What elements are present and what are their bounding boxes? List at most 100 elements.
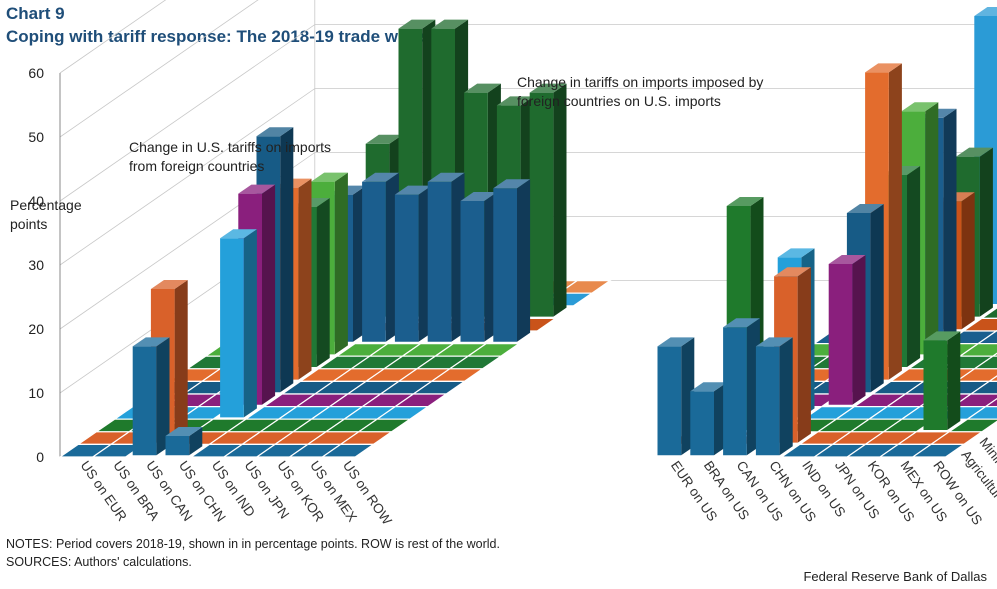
bar-top [427,172,465,182]
bar-top [865,63,902,73]
bar-front [460,201,485,342]
annotation-foreign-tariffs: Change in tariffs on imports imposed by … [517,73,763,111]
bar-front [220,238,244,418]
y-tick-label: 30 [28,257,44,273]
annotation-us-line-1: Change in U.S. tariffs on imports [129,139,332,155]
bar-mex-on-us-food [923,331,961,430]
bar-top [132,337,170,347]
bar-top [777,248,815,258]
bar-side [156,337,170,456]
bar-us-on-can-agriculture [132,337,170,456]
y-tick-label: 0 [36,449,44,465]
bar-side [189,427,203,456]
bar-side [517,179,531,342]
bar-ind-on-us-computers-and-electronics [979,307,997,319]
y-tick-label: 50 [28,129,44,145]
annotation-us-line-2: from foreign countries [129,158,265,174]
bar-us-on-row-agriculture [320,443,376,458]
y-tick-label: 60 [28,65,44,81]
floor-tile [990,352,997,357]
bar-side [888,63,902,380]
bar-chn-on-us-wood [828,255,866,405]
bar-side [298,178,312,380]
bar-side [553,83,567,317]
bar-us-on-row-metals [493,179,531,342]
y-axis-label: Percentage points [10,196,82,234]
bar-top [431,19,469,29]
floor-tile [910,443,966,458]
bar-top [165,427,203,436]
sources: SOURCES: Authors' calculations. [6,555,192,569]
bar-side [797,267,811,443]
bar-top [755,337,793,347]
bar-top [496,96,534,106]
bar-side [979,147,993,317]
bar-top [150,280,188,289]
bar-top [774,267,811,277]
bar-top [690,382,728,392]
y-tick-label: 40 [28,193,44,209]
bar-front [493,188,517,342]
bar-top [846,204,884,213]
bar-top [365,134,403,144]
bar-top [956,147,993,157]
bar-top [726,197,764,206]
bar-top [723,318,760,328]
bar-top [256,127,294,137]
bar-us-on-kor-metals [427,172,465,342]
bar-can-on-us-agriculture [723,318,760,456]
bar-jpn-on-us-metals [976,330,997,345]
annotation-foreign-line-1: Change in tariffs on imports imposed by [517,74,764,90]
gridline [59,0,259,138]
bar-top [493,179,531,189]
bar-us-on-jpn-metals [394,185,432,342]
annotation-foreign-line-2: foreign countries on U.S. imports [517,93,721,109]
chart-number: Chart 9 [6,4,65,23]
bar-front [529,92,554,317]
bar-front [657,346,682,456]
bar-front [828,264,853,405]
bar-side [943,108,957,342]
bar-row-on-us-wood [983,397,997,408]
bar-top [398,19,436,29]
bar-top [394,185,432,195]
chart-title: Coping with tariff response: The 2018-19… [6,27,435,46]
y-axis-label-line-2: points [10,216,48,232]
bar-side [925,102,939,355]
bar-side [280,127,294,393]
bar-top [828,255,866,264]
notes: NOTES: Period covers 2018-19, shown in i… [6,537,500,551]
bar-top [238,184,276,194]
bars [58,7,997,458]
bar-front [723,327,747,456]
bar-chn-on-us-agriculture [755,337,793,456]
bar-top [220,229,257,239]
annotation-us-tariffs: Change in U.S. tariffs on imports from f… [129,138,331,176]
bar-side [852,255,866,405]
bar-side [870,204,884,393]
bar-eur-on-us-agriculture [657,337,695,456]
bar-us-on-chn-textiles [220,229,257,418]
bar-side [907,166,921,367]
bar-top [657,337,695,347]
bar-mex-on-us-refined-products [987,375,997,382]
bar-us-on-mex-metals [460,192,498,342]
bar-front [362,181,386,342]
y-tick-label: 10 [28,385,44,401]
floor-tile [987,375,997,382]
bar-top [464,83,501,93]
bar-top [362,172,399,182]
bar-side [243,229,257,418]
bar-us-on-ind-metals [362,172,399,342]
bar-side [174,280,188,443]
floor-tile [983,397,997,408]
bar-front [165,436,190,456]
y-axis-label-line-1: Percentage [10,197,82,213]
y-tick-label: 20 [28,321,44,337]
bar-side [961,192,975,330]
bar-side [947,331,961,430]
credit: Federal Reserve Bank of Dallas [803,569,987,584]
bar-top [923,331,961,341]
bar-bra-on-us-agriculture [690,382,728,456]
